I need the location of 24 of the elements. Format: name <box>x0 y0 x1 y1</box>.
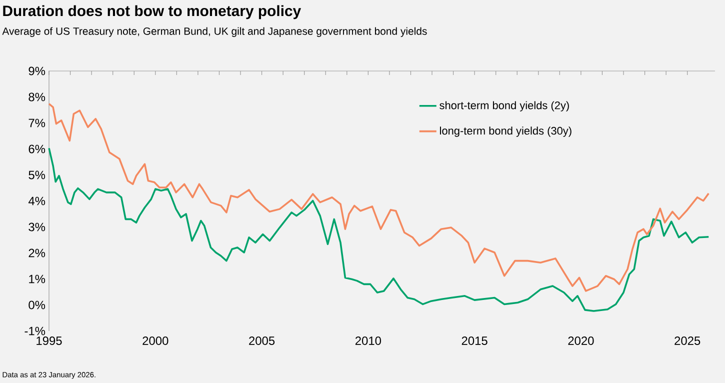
chart-subtitle: Average of US Treasury note, German Bund, UK gilt and Japanese government bond yields <box>2 27 427 37</box>
x-tick-label: 1995 <box>36 336 62 345</box>
y-tick-label: 4% <box>28 196 46 206</box>
y-tick-label: 6% <box>28 144 46 154</box>
x-tick-label: 2000 <box>142 336 168 345</box>
legend-label: short-term bond yields (2y) <box>440 101 569 112</box>
line-series <box>48 147 710 312</box>
x-tick-label: 2010 <box>355 336 382 345</box>
y-tick-label: 9% <box>28 66 46 76</box>
legend-label: long-term bond yields (30y) <box>440 126 572 137</box>
x-tick-label: 2005 <box>249 336 275 345</box>
y-tick-label: 3% <box>28 222 46 232</box>
y-tick-label: 1% <box>29 274 46 284</box>
y-tick-label: 8% <box>28 92 46 102</box>
y-tick-label: 5% <box>28 170 46 180</box>
chart-title: Duration does not bow to monetary policy <box>3 5 302 20</box>
y-tick-label: 0% <box>28 300 46 310</box>
line-series <box>48 102 710 292</box>
y-tick-label: -1% <box>24 326 46 336</box>
x-tick-label: 2015 <box>462 336 488 345</box>
y-tick-label: 7% <box>28 118 46 128</box>
x-tick-label: 2025 <box>674 336 700 345</box>
x-tick-label: 2020 <box>568 336 594 345</box>
y-tick-label: 2% <box>28 248 46 258</box>
